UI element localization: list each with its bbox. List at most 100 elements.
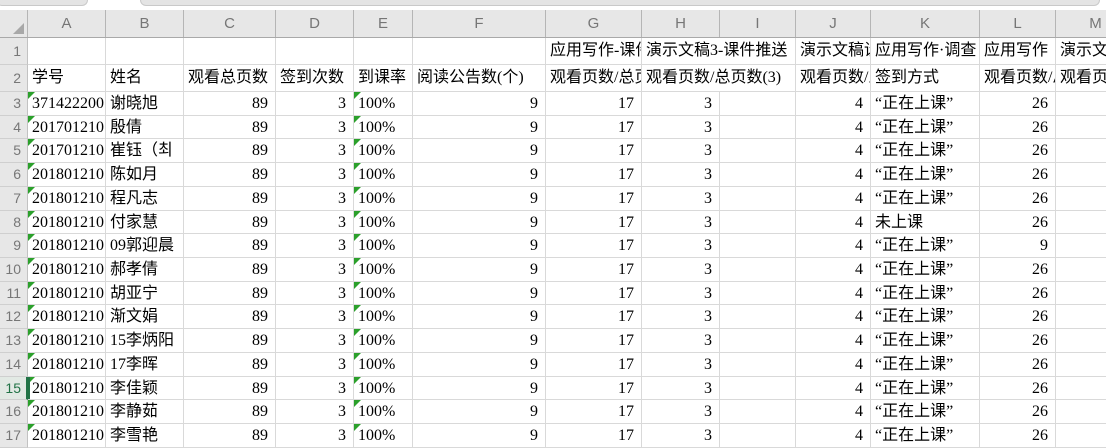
cell-J5[interactable]: 4 [796, 139, 871, 164]
cell-L16[interactable]: 26 [980, 400, 1056, 425]
cell-D13[interactable]: 3 [276, 329, 354, 353]
row-header-12[interactable]: 12 [0, 305, 28, 330]
cell-J7[interactable]: 4 [796, 186, 871, 211]
cell-J11[interactable]: 4 [796, 281, 871, 306]
cell-I13[interactable] [720, 329, 796, 353]
cell-C12[interactable]: 89 [184, 305, 276, 330]
cell-F10[interactable]: 9 [413, 258, 546, 282]
cell-I5[interactable] [720, 139, 796, 164]
cell-I10[interactable] [720, 258, 796, 282]
cell-F17[interactable]: 9 [413, 424, 546, 448]
cell-B8[interactable]: 付家慧 [106, 210, 184, 235]
cell-K2[interactable]: 签到方式 [871, 65, 980, 92]
cell-A1[interactable] [28, 38, 106, 65]
cell-L3[interactable]: 26 [980, 92, 1056, 116]
cell-M4[interactable] [1056, 116, 1106, 140]
column-header-F[interactable]: F [413, 10, 546, 37]
cell-F14[interactable]: 9 [413, 352, 546, 377]
cell-E3[interactable]: 100% [354, 92, 413, 116]
cell-A14[interactable]: 201801210 [28, 352, 106, 377]
cell-B1[interactable] [106, 38, 184, 65]
cell-H6[interactable]: 3 [642, 163, 720, 187]
cell-M11[interactable] [1056, 282, 1106, 306]
cell-D9[interactable]: 3 [276, 234, 354, 259]
cell-J13[interactable]: 4 [796, 329, 871, 353]
cell-E2[interactable]: 到课率 [354, 65, 413, 92]
cell-H17[interactable]: 3 [642, 424, 720, 448]
cell-B11[interactable]: 胡亚宁 [106, 281, 184, 306]
cell-H7[interactable]: 3 [642, 186, 720, 211]
cell-J4[interactable]: 4 [796, 115, 871, 140]
cell-J1[interactable]: 演示文稿设计 [796, 38, 871, 65]
cell-A11[interactable]: 201801210 [28, 281, 106, 306]
cell-M17[interactable] [1056, 424, 1106, 448]
cell-D17[interactable]: 3 [276, 424, 354, 448]
cell-J6[interactable]: 4 [796, 163, 871, 187]
cell-G7[interactable]: 17 [546, 186, 642, 211]
cell-B16[interactable]: 李静茹 [106, 400, 184, 425]
cell-C9[interactable]: 89 [184, 234, 276, 259]
cell-J2[interactable]: 观看页数/总页数(4) [796, 65, 871, 92]
cell-H12[interactable]: 3 [642, 305, 720, 330]
cell-J9[interactable]: 4 [796, 234, 871, 259]
cell-M10[interactable] [1056, 258, 1106, 282]
cell-K4[interactable]: “正在上课” [871, 115, 980, 140]
cell-D8[interactable]: 3 [276, 210, 354, 235]
cell-H11[interactable]: 3 [642, 281, 720, 306]
cell-H13[interactable]: 3 [642, 329, 720, 353]
cell-B2[interactable]: 姓名 [106, 65, 184, 92]
row-header-15[interactable]: 15 [0, 376, 28, 401]
cell-B7[interactable]: 程凡志 [106, 186, 184, 211]
cell-E10[interactable]: 100% [354, 258, 413, 282]
cell-M8[interactable] [1056, 211, 1106, 235]
cell-A5[interactable]: 201701210 [28, 139, 106, 164]
cell-C11[interactable]: 89 [184, 281, 276, 306]
cell-F11[interactable]: 9 [413, 281, 546, 306]
cell-D1[interactable] [276, 38, 354, 65]
cell-E6[interactable]: 100% [354, 163, 413, 187]
cell-A4[interactable]: 201701210 [28, 115, 106, 140]
cell-M12[interactable] [1056, 305, 1106, 330]
cell-M13[interactable] [1056, 329, 1106, 353]
cell-A15[interactable]: 201801210 [28, 376, 106, 401]
cell-K17[interactable]: “正在上课” [871, 424, 980, 448]
column-header-G[interactable]: G [546, 10, 642, 37]
cell-F12[interactable]: 9 [413, 305, 546, 330]
row-header-13[interactable]: 13 [0, 329, 28, 353]
cell-C17[interactable]: 89 [184, 424, 276, 448]
cell-A8[interactable]: 201801210 [28, 210, 106, 235]
cell-M16[interactable] [1056, 400, 1106, 425]
row-header-10[interactable]: 10 [0, 258, 28, 282]
cell-C6[interactable]: 89 [184, 163, 276, 187]
cell-C13[interactable]: 89 [184, 329, 276, 353]
cell-F13[interactable]: 9 [413, 329, 546, 353]
select-all-corner[interactable] [0, 10, 28, 37]
cell-D15[interactable]: 3 [276, 376, 354, 401]
cell-D14[interactable]: 3 [276, 352, 354, 377]
cell-I7[interactable] [720, 186, 796, 211]
column-header-D[interactable]: D [276, 10, 354, 37]
cell-M14[interactable] [1056, 353, 1106, 377]
cell-H3[interactable]: 3 [642, 92, 720, 116]
cell-B14[interactable]: 17李晖 [106, 352, 184, 377]
cell-G1[interactable]: 应用写作-课件推送 [546, 38, 642, 65]
cell-M15[interactable] [1056, 377, 1106, 401]
cell-E4[interactable]: 100% [354, 115, 413, 140]
column-header-J[interactable]: J [796, 10, 871, 37]
cell-J16[interactable]: 4 [796, 400, 871, 425]
cell-K11[interactable]: “正在上课” [871, 281, 980, 306]
cell-M3[interactable] [1056, 92, 1106, 116]
row-header-7[interactable]: 7 [0, 186, 28, 211]
cell-C2[interactable]: 观看总页数 [184, 65, 276, 92]
cell-B4[interactable]: 殷倩 [106, 115, 184, 140]
row-header-16[interactable]: 16 [0, 400, 28, 425]
cell-C4[interactable]: 89 [184, 115, 276, 140]
cell-I8[interactable] [720, 210, 796, 235]
cell-K6[interactable]: “正在上课” [871, 163, 980, 187]
cell-M7[interactable] [1056, 187, 1106, 211]
row-header-14[interactable]: 14 [0, 352, 28, 377]
cell-I6[interactable] [720, 163, 796, 187]
cell-D5[interactable]: 3 [276, 139, 354, 164]
cell-M5[interactable] [1056, 139, 1106, 164]
column-header-B[interactable]: B [106, 10, 184, 37]
